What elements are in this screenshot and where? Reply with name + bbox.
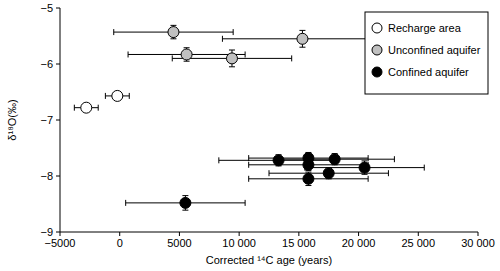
point bbox=[180, 197, 191, 208]
x-tick-label: 0 bbox=[117, 237, 123, 249]
x-tick bbox=[298, 232, 299, 236]
legend-label: Unconfined aquifer bbox=[388, 44, 481, 56]
point bbox=[297, 33, 308, 44]
y-tick-label: −5 bbox=[40, 2, 53, 14]
point bbox=[329, 154, 340, 165]
chart: −5000 0 5000 10 000 15 000 20 000 25 000 30 000… bbox=[0, 0, 500, 271]
point bbox=[181, 49, 192, 60]
point bbox=[226, 53, 237, 64]
x-tick bbox=[119, 232, 120, 236]
legend-marker bbox=[372, 23, 382, 33]
legend-box bbox=[365, 12, 488, 94]
x-tick bbox=[239, 232, 240, 236]
legend: Recharge area Unconfined aquifer Confined … bbox=[365, 12, 488, 94]
legend-marker bbox=[372, 45, 382, 55]
point bbox=[303, 159, 314, 170]
y-axis-label: δ¹⁸O(‰) bbox=[6, 99, 18, 140]
x-tick-label: −5000 bbox=[45, 237, 76, 249]
x-tick-label: 10 000 bbox=[222, 237, 256, 249]
y-tick-label: −6 bbox=[40, 58, 53, 70]
x-axis-label: Corrected ¹⁴C age (years) bbox=[206, 254, 332, 266]
legend-label: Confined aquifer bbox=[388, 66, 469, 78]
point bbox=[303, 173, 314, 184]
point bbox=[323, 168, 334, 179]
y-tick bbox=[56, 120, 60, 121]
y-tick bbox=[56, 232, 60, 233]
x-tick-label: 25 000 bbox=[401, 237, 435, 249]
x-tick-label: 30 000 bbox=[461, 237, 495, 249]
x-tick bbox=[418, 232, 419, 236]
y-tick bbox=[56, 8, 60, 9]
point bbox=[273, 155, 284, 166]
y-tick-label: −8 bbox=[40, 170, 53, 182]
point bbox=[359, 162, 370, 173]
x-tick bbox=[179, 232, 180, 236]
y-tick bbox=[56, 64, 60, 65]
point bbox=[168, 27, 179, 38]
x-tick bbox=[358, 232, 359, 236]
x-axis bbox=[60, 232, 478, 233]
y-tick-label: −7 bbox=[40, 114, 53, 126]
y-tick bbox=[56, 176, 60, 177]
x-tick-label: 20 000 bbox=[342, 237, 376, 249]
legend-label: Recharge area bbox=[388, 22, 462, 34]
x-tick bbox=[478, 232, 479, 236]
x-tick bbox=[60, 232, 61, 236]
x-tick-label: 5000 bbox=[167, 237, 191, 249]
legend-marker bbox=[372, 67, 382, 77]
point bbox=[112, 90, 123, 101]
y-tick-label: −9 bbox=[40, 226, 53, 238]
x-tick-label: 15 000 bbox=[282, 237, 316, 249]
point bbox=[81, 102, 92, 113]
